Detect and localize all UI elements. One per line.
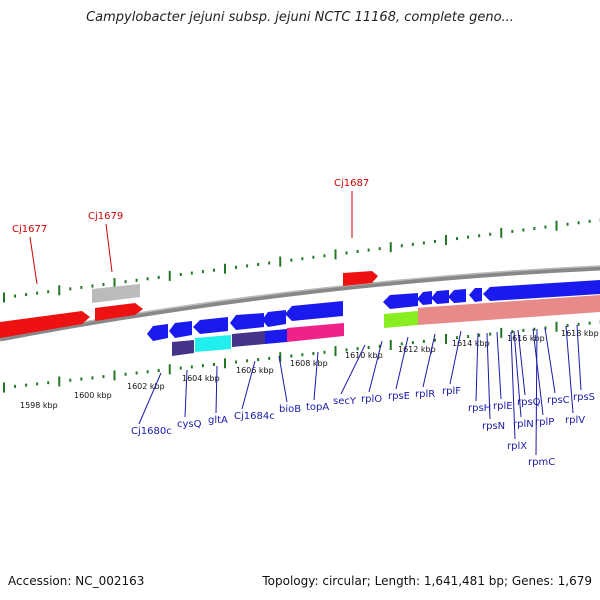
gene-block-reverse [147, 324, 168, 341]
reverse-features [147, 280, 600, 356]
gene-block-reverse [417, 291, 432, 305]
map-title: Campylobacter jejuni subsp. jejuni NCTC … [86, 10, 514, 25]
gene-leader-line [449, 330, 462, 385]
gene-label: bioB [279, 404, 301, 415]
scale-label: 1604 kbp [182, 374, 220, 383]
scale-label: 1608 kbp [290, 359, 328, 368]
gene-leader-line [241, 360, 256, 410]
gene-block-reverse [265, 329, 287, 344]
gene-block-reverse [431, 290, 449, 304]
gene-leader-line [496, 331, 502, 400]
gene-block-reverse [383, 293, 418, 309]
gene-block-reverse [483, 280, 600, 301]
gene-leader-line [105, 223, 113, 273]
genome-backbone [0, 265, 600, 342]
gene-block-reverse [469, 288, 482, 302]
gene-label: rplX [507, 441, 527, 452]
gene-leader-line [565, 325, 574, 414]
gene-label: rplP [535, 417, 554, 428]
scale-label: 1616 kbp [507, 334, 545, 343]
gene-label: Cj1677 [12, 224, 47, 235]
scale-label: 1602 kbp [127, 382, 165, 391]
gene-block-green [384, 311, 418, 328]
gene-leader-line [395, 336, 409, 390]
gene-leader-line [215, 365, 218, 414]
gene-label: rplE [493, 401, 513, 412]
gene-block-forward [95, 303, 143, 321]
bottom-gene-labels: Cj1680c cysQ gltA Cj1684c bioB topA secY rplO rp… [131, 324, 595, 468]
gene-block-reverse [193, 317, 228, 334]
gene-label: cysQ [177, 419, 202, 430]
scale-label: 1612 kbp [398, 345, 436, 354]
gene-leader-line [138, 372, 162, 425]
gene-block-magenta [287, 323, 344, 342]
scale-label: 1600 kbp [74, 391, 112, 400]
gene-leader-line [368, 340, 383, 393]
gene-block-reverse [262, 310, 286, 327]
outer-tick-track [3, 218, 600, 303]
gene-leader-line [486, 332, 491, 420]
gene-label: rplN [513, 419, 534, 430]
gene-leader-line [510, 331, 516, 440]
gene-block-reverse [285, 301, 343, 321]
gene-label: gltA [208, 415, 228, 426]
gene-block-purple [172, 340, 194, 356]
rrna-block [418, 298, 600, 325]
scale-label: 1610 kbp [345, 351, 383, 360]
gene-leader-line [313, 351, 319, 401]
gene-block-reverse [230, 313, 264, 330]
scale-labels: 1598 kbp 1600 kbp 1602 kbp 1604 kbp 1606 kbp… [20, 329, 599, 410]
gene-block-gray [92, 284, 140, 303]
gene-block-reverse [169, 321, 192, 338]
gene-label: rplV [565, 415, 585, 426]
gene-leader-line [513, 330, 522, 418]
gene-leader-line [576, 324, 582, 391]
gene-label: rpmC [528, 457, 555, 468]
gene-label: rplO [361, 394, 382, 405]
gene-label: rplF [442, 386, 461, 397]
gene-leader-line [532, 328, 544, 416]
gene-label: Cj1684c [234, 411, 275, 422]
gene-leader-line [517, 329, 526, 396]
gene-leader-line [184, 369, 188, 418]
gene-label: rpsQ [517, 397, 541, 408]
gene-leader-line [422, 333, 436, 388]
gene-label: rpsE [388, 391, 410, 402]
gene-label: rpsH [468, 403, 491, 414]
scale-label: 1618 kbp [561, 329, 599, 338]
inner-tick-track [3, 320, 600, 393]
gene-leader-line [544, 327, 556, 394]
gene-block-forward [343, 271, 378, 286]
gene-leader-line [535, 328, 538, 456]
gene-label: rpsS [573, 392, 595, 403]
gene-label: Cj1679 [88, 211, 123, 222]
gene-leader-line [29, 236, 38, 285]
scale-label: 1606 kbp [236, 366, 274, 375]
gene-label: Cj1680c [131, 426, 172, 437]
gene-block-reverse [448, 289, 466, 303]
gene-leader-line [340, 344, 366, 395]
gene-label: rpsN [482, 421, 505, 432]
accession-text: Accession: NC_002163 [8, 574, 145, 588]
gene-label: secY [333, 396, 357, 407]
gene-label: Cj1687 [334, 178, 369, 189]
gene-leader-line [278, 355, 288, 403]
gene-label: topA [306, 402, 329, 413]
gene-leader-line [475, 332, 479, 402]
gene-label: rplR [415, 389, 435, 400]
top-gene-labels: Cj1677 Cj1679 Cj1687 [12, 178, 369, 285]
gene-block-forward [0, 311, 90, 338]
gene-block-cyan [195, 335, 231, 352]
gene-block-purple [232, 331, 265, 347]
scale-label: 1614 kbp [452, 339, 490, 348]
gene-label: rpsC [547, 395, 570, 406]
scale-label: 1598 kbp [20, 401, 58, 410]
genome-summary-text: Topology: circular; Length: 1,641,481 bp… [262, 574, 592, 588]
